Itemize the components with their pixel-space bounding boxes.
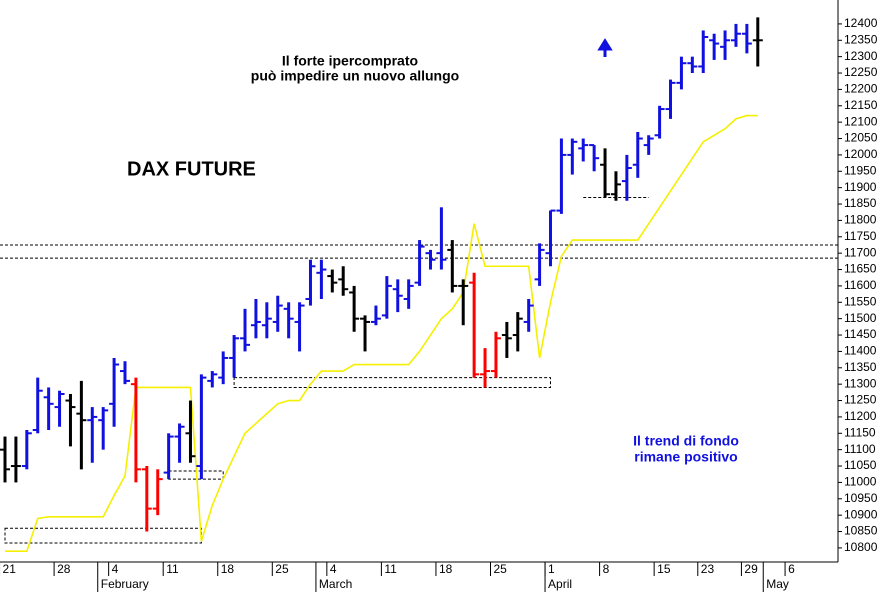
annotation: Il forte ipercomprato	[282, 53, 418, 69]
x-tick-label: 29	[744, 562, 758, 576]
y-tick-label: 12350	[844, 32, 878, 46]
y-tick-label: 11750	[844, 229, 877, 243]
y-tick-label: 10950	[844, 491, 878, 505]
x-tick-label: 11	[166, 562, 179, 576]
month-label: May	[766, 577, 789, 591]
x-tick-label: 18	[439, 562, 453, 576]
x-tick-label: 21	[3, 562, 17, 576]
up-arrow	[597, 38, 613, 57]
x-tick-label: 11	[384, 562, 397, 576]
y-tick-label: 12400	[844, 16, 878, 30]
x-tick-label: 1	[548, 562, 555, 576]
y-tick-label: 11600	[844, 278, 877, 292]
y-tick-label: 12250	[844, 65, 878, 79]
annotation: può impedire un nuovo allungo	[251, 68, 459, 84]
y-tick-label: 11150	[844, 425, 876, 439]
y-tick-label: 11700	[844, 245, 877, 259]
y-tick-label: 11900	[844, 180, 877, 194]
y-tick-label: 12100	[844, 114, 878, 128]
x-tick-label: 4	[112, 562, 119, 576]
y-tick-label: 11800	[844, 213, 877, 227]
annotation: rimane positivo	[634, 449, 737, 465]
x-tick-label: 18	[221, 562, 235, 576]
y-tick-label: 11050	[844, 458, 877, 472]
y-tick-label: 12150	[844, 98, 878, 112]
chart-title: DAX FUTURE	[127, 158, 256, 180]
y-tick-label: 12300	[844, 49, 878, 63]
x-tick-label: 8	[603, 562, 610, 576]
y-tick-label: 11650	[844, 262, 877, 276]
y-tick-label: 10850	[844, 524, 878, 538]
reference-box	[233, 377, 552, 388]
y-tick-label: 11550	[844, 294, 877, 308]
x-tick-label: 6	[788, 562, 795, 576]
x-tick-label: 28	[57, 562, 71, 576]
month-label: February	[101, 577, 149, 591]
y-tick-label: 11850	[844, 196, 877, 210]
y-tick-label: 11500	[844, 311, 877, 325]
y-tick-label: 11200	[844, 409, 877, 423]
x-tick-label: 23	[701, 562, 715, 576]
y-tick-label: 10900	[844, 507, 878, 521]
y-tick-label: 12000	[844, 147, 878, 161]
x-tick-label: 25	[493, 562, 507, 576]
y-tick-label: 12050	[844, 131, 878, 145]
trend-line	[5, 114, 758, 552]
y-tick-label: 11400	[844, 344, 877, 358]
y-tick-label: 10800	[844, 540, 878, 554]
y-tick-label: 11350	[844, 360, 877, 374]
y-tick-label: 12200	[844, 82, 878, 96]
x-tick-label: 4	[330, 562, 337, 576]
y-tick-label: 11450	[844, 327, 877, 341]
y-tick-label: 11100	[844, 442, 876, 456]
y-tick-label: 11300	[844, 376, 877, 390]
month-label: April	[548, 577, 572, 591]
y-tick-label: 11250	[844, 393, 877, 407]
annotation: Il trend di fondo	[633, 433, 739, 449]
x-tick-label: 15	[657, 562, 671, 576]
y-tick-label: 11000	[844, 475, 877, 489]
y-tick-label: 11950	[844, 163, 877, 177]
month-label: March	[319, 577, 352, 591]
x-tick-label: 25	[275, 562, 289, 576]
